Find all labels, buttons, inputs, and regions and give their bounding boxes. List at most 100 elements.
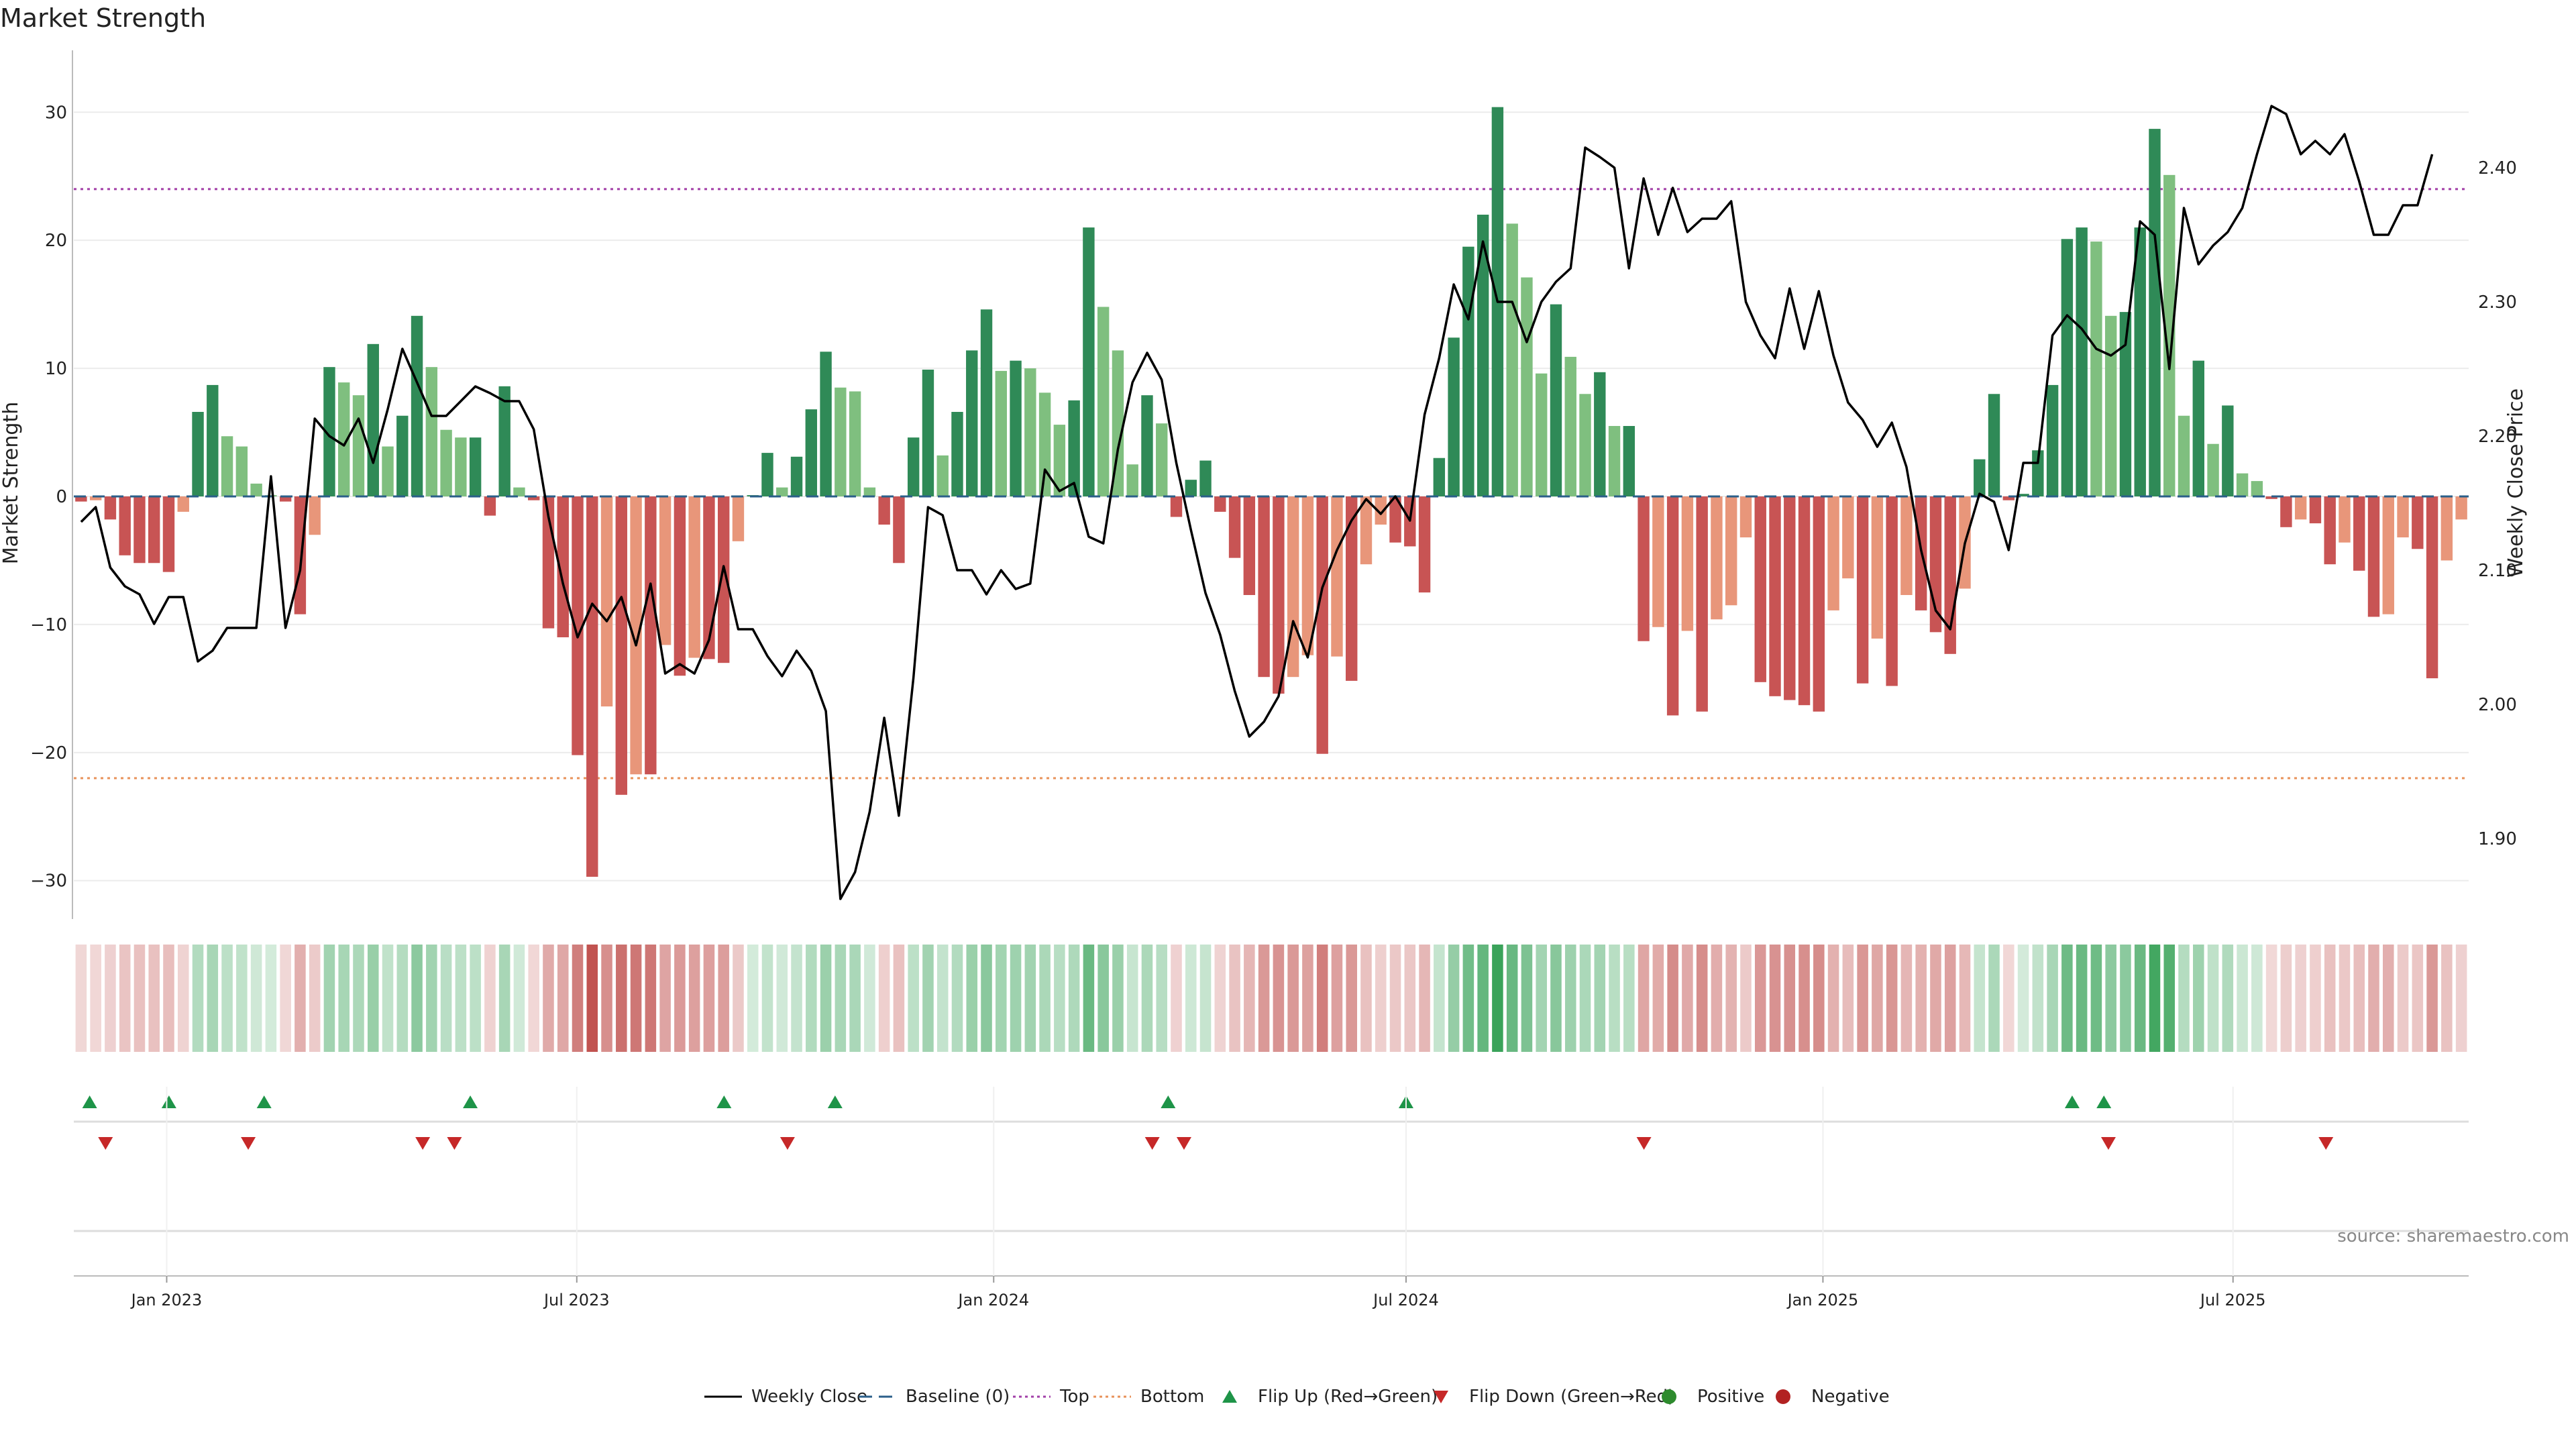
flip-down-marker <box>780 1137 795 1150</box>
heat-cell <box>2339 945 2351 1052</box>
legend-label: Flip Up (Red→Green) <box>1258 1387 1438 1407</box>
strength-bar <box>1842 496 1854 579</box>
x-tick-label: Jul 2023 <box>543 1291 610 1309</box>
heat-cell <box>951 945 963 1052</box>
flip-up-marker <box>827 1095 843 1108</box>
heat-cell <box>250 945 262 1052</box>
strength-bar <box>192 412 204 496</box>
strength-bar <box>980 309 993 496</box>
heat-cell <box>2324 945 2336 1052</box>
strength-bar <box>1666 496 1679 716</box>
strength-bar <box>425 367 438 496</box>
heat-cell <box>1375 945 1387 1052</box>
heat-cell <box>1126 945 1138 1052</box>
heat-cell <box>133 945 146 1052</box>
strength-bar <box>1258 496 1270 678</box>
strength-bar <box>221 436 233 496</box>
heat-cell <box>981 945 992 1052</box>
strength-bar <box>1170 496 1183 517</box>
y-tick-label-right: 1.90 <box>2478 829 2517 849</box>
heat-cell <box>674 945 686 1052</box>
strength-bar <box>732 496 745 541</box>
heat-cell <box>1448 945 1460 1052</box>
heat-cell <box>148 945 160 1052</box>
heat-cell <box>543 945 554 1052</box>
flip-up-marker <box>463 1095 478 1108</box>
heat-cell <box>426 945 437 1052</box>
strength-bar <box>455 437 467 496</box>
strength-bar <box>2119 312 2132 496</box>
strength-bar <box>1389 496 1401 543</box>
y-tick-label-right: 2.00 <box>2478 695 2517 715</box>
flip-up-marker <box>1161 1095 1176 1108</box>
heat-cell <box>484 945 496 1052</box>
strength-bar <box>1798 496 1811 706</box>
strength-bar <box>1550 304 1562 496</box>
flip-up-marker <box>256 1095 272 1108</box>
heat-cell <box>1302 945 1313 1052</box>
legend-item: Baseline (0) <box>859 1387 1010 1407</box>
strength-bar <box>1038 392 1051 496</box>
strength-bar <box>1228 496 1241 558</box>
y-tick-label-left: −10 <box>30 615 67 635</box>
heat-cell <box>2032 945 2044 1052</box>
heat-cell <box>338 945 350 1052</box>
heat-cell <box>1754 945 1766 1052</box>
strength-bar <box>2192 360 2204 496</box>
legend-item: Top <box>1013 1387 1089 1407</box>
heat-cell <box>893 945 905 1052</box>
heat-cell <box>2222 945 2234 1052</box>
strength-bar <box>133 496 146 564</box>
heat-cell <box>513 945 525 1052</box>
strength-bar <box>630 496 642 775</box>
heat-cell <box>1229 945 1240 1052</box>
heat-cell <box>966 945 978 1052</box>
strength-bar <box>1448 337 1460 496</box>
legend-label: Baseline (0) <box>906 1387 1010 1407</box>
strength-bar <box>966 350 978 496</box>
heat-cell <box>440 945 452 1052</box>
strength-bar <box>878 496 890 525</box>
strength-bar <box>790 456 803 496</box>
heat-cell <box>601 945 612 1052</box>
heat-cell <box>294 945 306 1052</box>
heat-cell <box>1389 945 1401 1052</box>
heat-cell <box>1039 945 1051 1052</box>
heat-cell <box>1872 945 1883 1052</box>
strength-bar <box>1346 496 1358 681</box>
strength-bar <box>557 496 569 637</box>
flip-down-marker <box>241 1137 256 1150</box>
strength-bar <box>1754 496 1766 682</box>
heat-cell <box>105 945 116 1052</box>
heat-cell <box>1434 945 1445 1052</box>
heat-cell <box>1360 945 1372 1052</box>
strength-bar <box>849 391 861 496</box>
heat-cell <box>703 945 715 1052</box>
heat-cell <box>922 945 934 1052</box>
heat-cell <box>207 945 219 1052</box>
strength-bar <box>761 453 773 496</box>
strength-bar <box>1199 460 1212 496</box>
heat-cell <box>1638 945 1650 1052</box>
heat-cell <box>1579 945 1591 1052</box>
strength-bar <box>1301 496 1314 655</box>
strength-bar <box>1974 459 1986 496</box>
strength-bar <box>1827 496 1839 610</box>
strength-bar <box>1681 496 1694 631</box>
strength-bar <box>995 370 1007 496</box>
strength-bar <box>309 496 321 535</box>
strength-bar <box>674 496 686 676</box>
heat-cell <box>1068 945 1080 1052</box>
strength-bar <box>717 496 730 663</box>
heat-cell <box>163 945 174 1052</box>
heat-cell <box>2120 945 2131 1052</box>
heat-cell <box>2353 945 2365 1052</box>
strength-bar <box>1521 277 1533 496</box>
legend-label: Positive <box>1697 1387 1764 1407</box>
heat-cell <box>1652 945 1664 1052</box>
heat-cell <box>1331 945 1343 1052</box>
heatmap-strip <box>75 945 2467 1052</box>
strength-bar <box>1769 496 1781 696</box>
heat-cell <box>806 945 817 1052</box>
